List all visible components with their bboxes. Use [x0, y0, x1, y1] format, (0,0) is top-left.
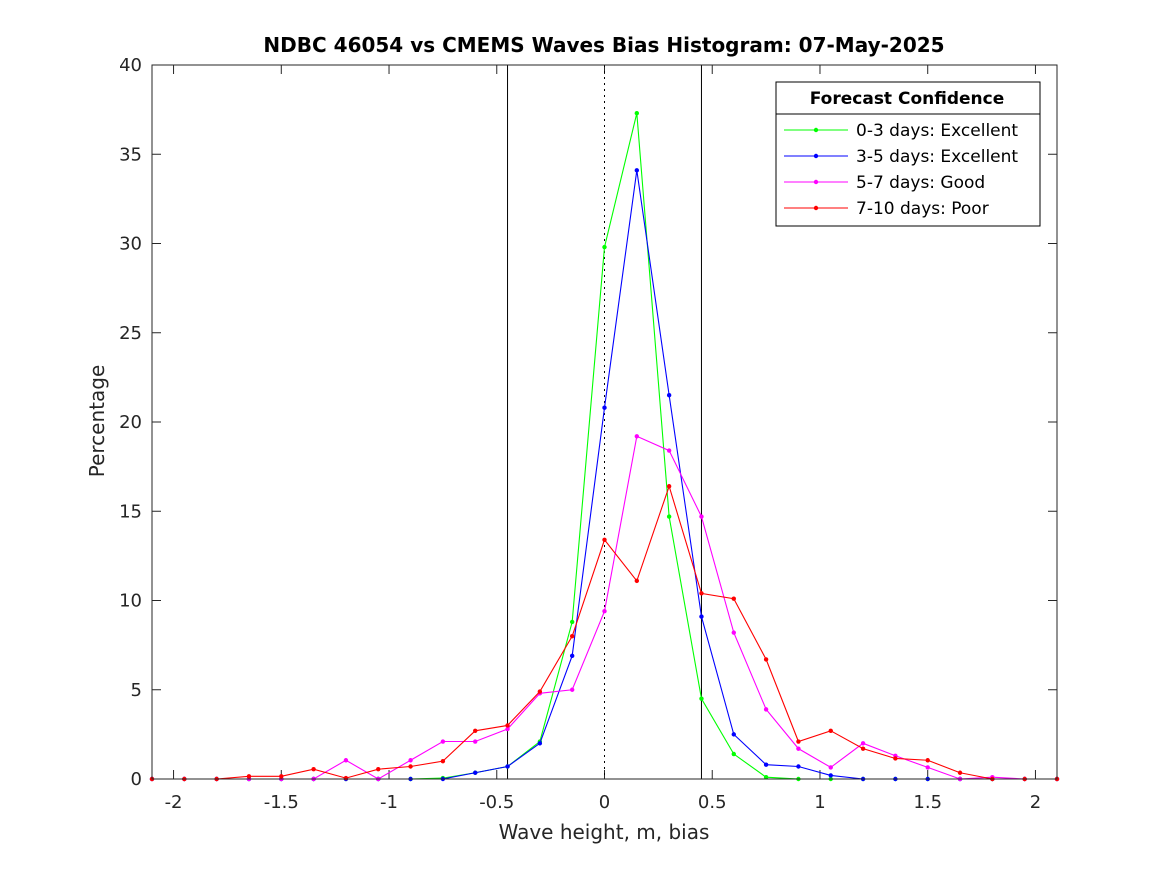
- series-point-4: [602, 537, 607, 543]
- x-tick-label: -2: [165, 792, 183, 813]
- y-tick-label: 35: [119, 144, 142, 165]
- chart-title: NDBC 46054 vs CMEMS Waves Bias Histogram…: [263, 33, 944, 57]
- series-point-4: [440, 758, 446, 764]
- series-point-3: [505, 726, 510, 732]
- series-point-2: [634, 168, 640, 173]
- legend-swatch-marker: [813, 179, 819, 185]
- legend-label: 7-10 days: Poor: [856, 199, 989, 219]
- legend-swatch-marker: [813, 153, 819, 159]
- series-point-1: [634, 110, 640, 116]
- series-point-3: [731, 630, 736, 635]
- series-point-2: [731, 732, 736, 737]
- series-point-2: [569, 653, 575, 659]
- series-point-3: [343, 758, 349, 763]
- series-point-3: [473, 739, 478, 744]
- x-tick-label: -0.5: [479, 792, 514, 813]
- legend-title: Forecast Confidence: [810, 89, 1005, 109]
- series-point-3: [860, 741, 866, 746]
- series-point-1: [569, 619, 575, 625]
- legend: Forecast Confidence 0-3 days: Excellent 3…: [775, 81, 1041, 227]
- series-point-4: [569, 634, 575, 639]
- x-tick-label: -1: [380, 792, 398, 813]
- series-point-4: [343, 775, 349, 781]
- series-point-4: [731, 596, 736, 601]
- legend-swatch-marker: [813, 205, 819, 211]
- x-tick-label: 0: [599, 792, 610, 813]
- series-point-4: [925, 758, 930, 763]
- series-point-4: [376, 766, 381, 772]
- series-point-3: [763, 707, 769, 712]
- x-tick-label: 0.5: [698, 792, 727, 813]
- legend-swatch-marker: [813, 127, 819, 133]
- legend-label: 5-7 days: Good: [856, 173, 985, 193]
- x-tick-label: 2: [1030, 792, 1041, 813]
- series-point-2: [796, 764, 801, 769]
- y-tick-label: 10: [119, 591, 142, 612]
- legend-label: 0-3 days: Excellent: [856, 121, 1018, 141]
- series-point-2: [473, 770, 478, 775]
- legend-box: [775, 81, 1041, 227]
- series-point-2: [763, 762, 769, 767]
- axes-box: [151, 64, 1058, 780]
- x-tick-label: -1.5: [264, 792, 299, 813]
- series-point-2: [505, 764, 510, 769]
- series-point-1: [666, 514, 672, 519]
- series-point-4: [666, 484, 672, 489]
- series-point-2: [828, 773, 833, 778]
- series-point-2: [537, 741, 543, 746]
- series-point-3: [925, 765, 930, 770]
- series-point-4: [537, 689, 543, 694]
- series-point-1: [763, 775, 769, 780]
- series-point-4: [828, 728, 833, 734]
- series-point-4: [893, 756, 898, 761]
- series-point-4: [408, 764, 413, 769]
- x-tick-label: 1: [814, 792, 825, 813]
- series-point-3: [602, 609, 607, 614]
- y-tick-label: 15: [119, 501, 142, 522]
- series-point-3: [408, 758, 413, 763]
- series-point-4: [505, 723, 510, 728]
- series-point-4: [796, 739, 801, 744]
- series-point-4: [279, 774, 284, 779]
- series-point-4: [246, 774, 252, 779]
- x-tick-label: 1.5: [913, 792, 942, 813]
- x-axis-label: Wave height, m, bias: [499, 820, 710, 844]
- series-point-3: [699, 514, 704, 519]
- series-point-2: [602, 405, 607, 410]
- series-point-3: [440, 739, 446, 744]
- series-point-4: [957, 770, 963, 775]
- series-point-3: [828, 765, 833, 770]
- series-point-4: [763, 657, 769, 662]
- series-point-4: [473, 728, 478, 734]
- series-point-4: [311, 766, 316, 772]
- series-point-3: [666, 448, 672, 453]
- series-point-1: [699, 696, 704, 701]
- series-point-4: [699, 591, 704, 596]
- series-point-2: [699, 614, 704, 619]
- y-tick-label: 20: [119, 412, 142, 433]
- series-point-1: [731, 751, 736, 757]
- y-axis-label: Percentage: [85, 365, 109, 478]
- y-tick-label: 30: [119, 234, 142, 255]
- series-point-2: [666, 393, 672, 398]
- y-tick-label: 25: [119, 323, 142, 344]
- series-point-1: [602, 244, 607, 250]
- y-tick-label: 0: [131, 769, 142, 790]
- y-tick-label: 40: [119, 55, 142, 76]
- series-point-4: [860, 746, 866, 751]
- series-point-3: [634, 434, 640, 439]
- legend-label: 3-5 days: Excellent: [856, 147, 1018, 167]
- series-point-3: [569, 687, 575, 692]
- series-point-3: [796, 746, 801, 751]
- series-point-4: [634, 578, 640, 584]
- y-tick-label: 5: [131, 680, 142, 701]
- legend-items: 0-3 days: Excellent 3-5 days: Excellent 5-…: [784, 121, 1018, 219]
